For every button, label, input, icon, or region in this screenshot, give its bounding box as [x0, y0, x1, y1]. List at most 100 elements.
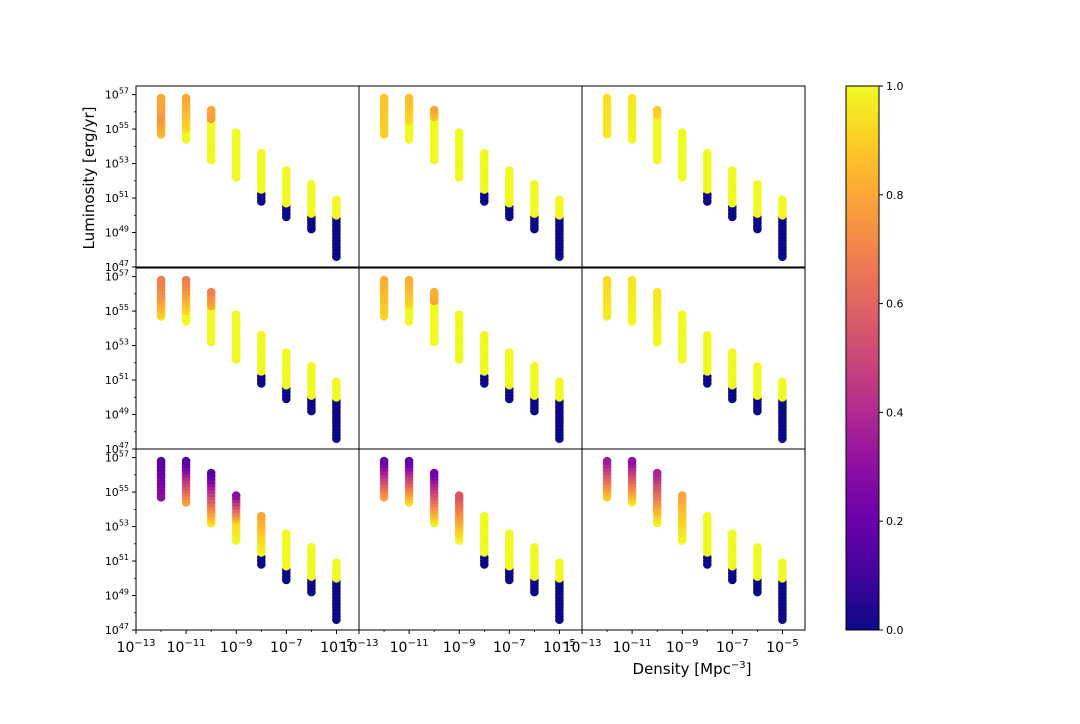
scatter-point	[257, 511, 266, 521]
colorbar-tick-label: 0.4	[886, 406, 904, 419]
scatter-point	[257, 148, 266, 158]
scatter-point	[753, 180, 762, 189]
y-tick-label: 1047	[105, 441, 129, 456]
scatter-point	[555, 377, 564, 387]
scatter-point	[307, 362, 316, 371]
x-tick-label: 10−13	[340, 638, 379, 656]
colorbar-tick-label: 0.0	[886, 624, 904, 637]
scatter-point	[728, 348, 737, 357]
x-tick-label: 10−5	[543, 638, 576, 656]
scatter-point	[530, 180, 539, 189]
x-tick-label: 10−9	[443, 638, 476, 656]
scatter-point	[181, 456, 191, 466]
scatter-point	[703, 148, 712, 158]
scatter-point	[480, 511, 489, 521]
y-tick-label: 1057	[105, 269, 129, 284]
colorbar-tick-label: 0.8	[886, 189, 904, 202]
scatter-point	[555, 195, 564, 205]
y-tick-label: 1055	[105, 121, 129, 136]
scatter-point	[454, 491, 464, 500]
scatter-point	[505, 529, 514, 538]
panel-frame-2-1	[135, 267, 360, 450]
scatter-point	[454, 128, 464, 137]
scatter-point	[156, 93, 166, 103]
scatter-point	[505, 348, 514, 357]
x-axis-label: Density [Mpc−3]	[633, 660, 752, 678]
scatter-point	[231, 491, 241, 500]
x-tick-label: 10−7	[270, 638, 303, 656]
y-tick-label: 1049	[105, 407, 129, 422]
panel-3-2-points	[379, 456, 564, 624]
scatter-point	[652, 287, 662, 297]
y-tick-label: 1057	[105, 87, 129, 102]
y-axis-label: Luminosity [erg/yr]	[80, 106, 98, 249]
scatter-point	[454, 310, 464, 319]
scatter-point	[404, 93, 414, 103]
x-tick-label: 10−5	[320, 638, 353, 656]
scatter-point	[181, 275, 191, 285]
scatter-point	[728, 529, 737, 538]
panel-frame-3-2	[358, 448, 583, 631]
scatter-point	[307, 543, 316, 552]
x-tick-label: 10−9	[220, 638, 253, 656]
colorbar-gradient	[845, 85, 880, 631]
panel-frame-1-2	[358, 85, 583, 268]
scatter-point	[555, 558, 564, 568]
panel-2-1-points	[156, 275, 341, 444]
scatter-point	[231, 310, 241, 319]
y-tick-label: 1051	[105, 372, 129, 387]
scatter-point	[379, 275, 389, 285]
y-tick-label: 1049	[105, 588, 129, 603]
colorbar-tick-label: 0.2	[886, 515, 904, 528]
y-tick-label: 1047	[105, 259, 129, 274]
scatter-point	[627, 275, 637, 285]
panel-frame-2-3	[581, 267, 806, 450]
scatter-point	[332, 558, 341, 568]
colorbar-tick-label: 1.0	[886, 80, 904, 93]
scatter-point	[530, 362, 539, 371]
scatter-point	[429, 105, 439, 115]
scatter-point	[282, 529, 291, 538]
x-tick-label: 10−5	[766, 638, 799, 656]
panel-3-3-points	[602, 456, 787, 624]
scatter-point	[156, 275, 166, 285]
y-tick-label: 1053	[105, 156, 129, 171]
scatter-point	[753, 543, 762, 552]
y-tick-label: 1053	[105, 338, 129, 353]
y-tick-label: 1051	[105, 190, 129, 205]
scatter-point	[703, 330, 712, 340]
scatter-point	[652, 105, 662, 115]
scatter-point	[231, 128, 241, 137]
y-tick-label: 1049	[105, 225, 129, 240]
y-tick-label: 1055	[105, 303, 129, 318]
scatter-point	[282, 166, 291, 175]
colorbar-tick-label: 0.6	[886, 298, 904, 311]
scatter-point	[282, 348, 291, 357]
scatter-point	[677, 491, 687, 500]
scatter-point	[429, 287, 439, 297]
x-tick-label: 10−13	[117, 638, 156, 656]
scatter-point	[530, 543, 539, 552]
scatter-point	[429, 468, 439, 478]
scatter-point	[652, 468, 662, 478]
scatter-point	[728, 166, 737, 175]
panel-frame-1-1	[135, 85, 360, 268]
x-tick-label: 10−7	[716, 638, 749, 656]
scatter-point	[206, 468, 216, 478]
scatter-point	[602, 275, 612, 285]
scatter-point	[404, 275, 414, 285]
scatter-point	[602, 456, 612, 466]
scatter-point	[753, 362, 762, 371]
scatter-point	[480, 148, 489, 158]
colorbar: 0.0 0.2 0.4 0.6 0.8 1.0	[845, 80, 904, 637]
x-tick-label: 10−7	[493, 638, 526, 656]
y-tick-label: 1053	[105, 519, 129, 534]
scatter-point	[778, 195, 787, 205]
y-tick-label: 1047	[105, 622, 129, 637]
panel-2-2-points	[379, 275, 564, 444]
scatter-point	[379, 456, 389, 466]
panel-frame-3-3	[581, 448, 806, 631]
scatter-point	[332, 377, 341, 387]
scatter-point	[677, 310, 687, 319]
